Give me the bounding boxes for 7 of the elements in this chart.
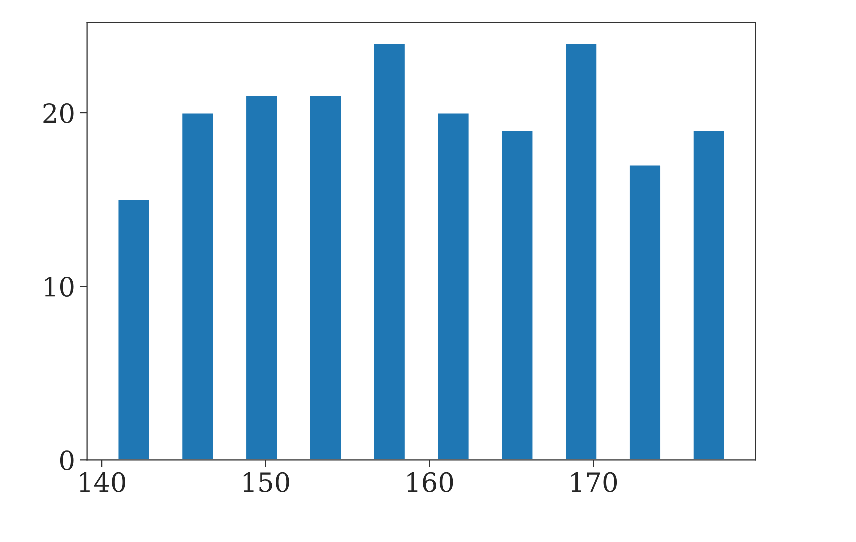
x-tick-label: 160 <box>408 472 454 492</box>
y-tick-label: 20 <box>44 103 74 124</box>
x-tick-label: 140 <box>80 472 126 492</box>
x-tick-label: 170 <box>572 472 618 492</box>
y-tick-label: 0 <box>60 450 74 471</box>
x-tick-label: 150 <box>244 472 290 492</box>
y-tick-label: 10 <box>45 277 74 297</box>
